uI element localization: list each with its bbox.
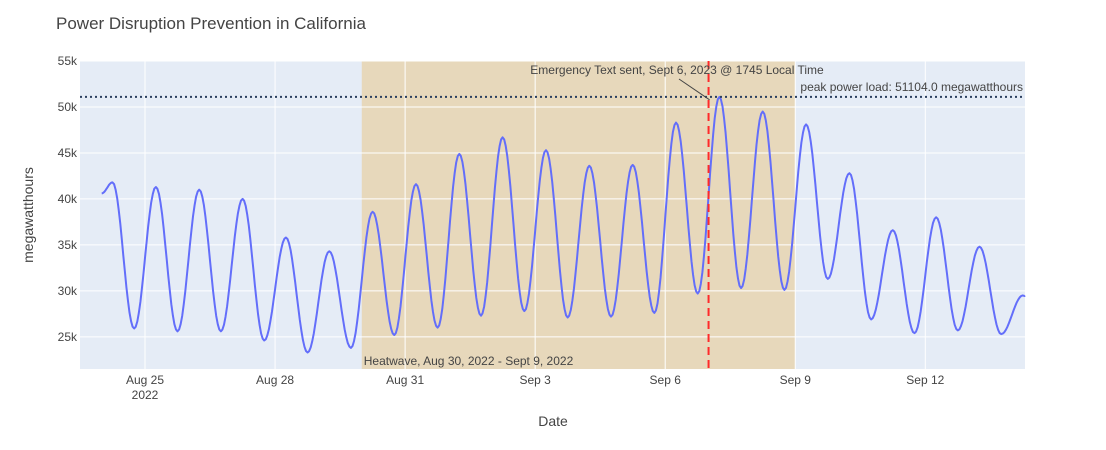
y-axis-label: megawatthours	[20, 167, 36, 263]
x-tick-label: Aug 28	[256, 373, 294, 387]
x-tick-label: Sep 9	[780, 373, 812, 387]
series-line-demand	[101, 95, 1026, 354]
y-tick-label: 55k	[58, 54, 78, 68]
y-tick-label: 35k	[58, 238, 78, 252]
y-tick-label: 45k	[58, 146, 78, 160]
emergency-text-annotation: Emergency Text sent, Sept 6, 2023 @ 1745…	[530, 63, 824, 77]
x-tick-label: Sep 12	[906, 373, 944, 387]
x-tick-label: Aug 31	[386, 373, 424, 387]
x-tick-label: Sep 3	[519, 373, 551, 387]
y-tick-label: 30k	[58, 284, 78, 298]
x-tick-sublabel: 2022	[132, 388, 159, 402]
y-tick-label: 50k	[58, 100, 78, 114]
heatwave-annotation: Heatwave, Aug 30, 2022 - Sept 9, 2022	[364, 354, 574, 368]
chart-title: Power Disruption Prevention in Californi…	[56, 14, 366, 33]
annotation-arrow	[678, 78, 710, 101]
y-tick-label: 40k	[58, 192, 78, 206]
x-tick-label: Aug 25	[126, 373, 164, 387]
x-axis-label: Date	[538, 413, 568, 429]
y-tick-label: 25k	[58, 330, 78, 344]
x-tick-label: Sep 6	[650, 373, 682, 387]
peak-load-annotation: peak power load: 51104.0 megawatthours	[800, 80, 1023, 94]
